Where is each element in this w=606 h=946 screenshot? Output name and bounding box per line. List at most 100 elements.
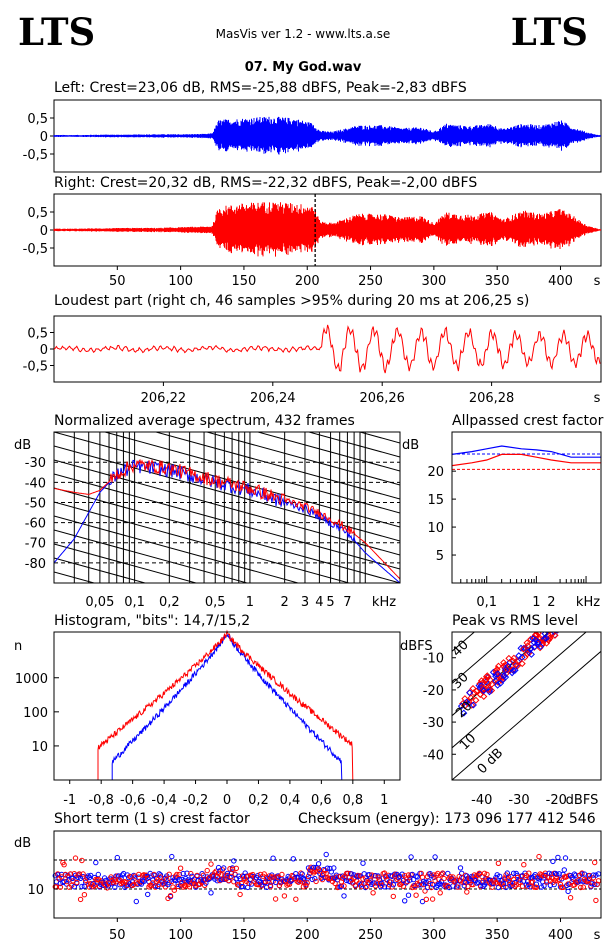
short-term-point [114, 854, 121, 861]
short-term-point [227, 866, 233, 872]
short-term-point [533, 884, 540, 890]
short-term-point [233, 865, 240, 871]
peak-rms-point [515, 652, 523, 660]
right-waveform-y-tick-label: -0,5 [23, 242, 48, 257]
short-term-point [58, 871, 65, 878]
peak-rms-point [559, 625, 565, 631]
short-term-point [304, 880, 310, 886]
short-term-point [567, 895, 574, 901]
spectrum-slope-line [54, 250, 400, 345]
spectrum-y-label: dB [14, 438, 31, 453]
histogram-caption: Histogram, "bits": 14,7/15,2 [54, 613, 251, 629]
short-term-point [303, 883, 309, 889]
short-term-point [379, 880, 385, 887]
short-term-point [529, 879, 536, 885]
short-term-point [61, 862, 67, 868]
short-term-point [315, 861, 322, 867]
spectrum-plot-area [54, 250, 400, 709]
short-term-point [81, 892, 88, 898]
peak-rms-point [531, 636, 540, 644]
peak-rms-point [548, 620, 554, 626]
peak-rms-y-tick-label: -40 [423, 748, 444, 763]
short-term-point [91, 882, 98, 888]
histogram-y-tick-label: 10 [31, 740, 48, 755]
short-term-point [441, 875, 447, 882]
spectrum-slope-line [205, 432, 400, 486]
histogram-x-tick-label: 0,2 [248, 793, 269, 808]
spectrum-x-tick-label: 2 [281, 595, 289, 610]
loudest-x-unit: s [594, 391, 601, 406]
short-term-point [279, 871, 285, 878]
short-term-x-tick-label: 350 [485, 928, 510, 943]
right-waveform-x-unit: s [594, 274, 601, 289]
peak-rms-point [560, 615, 566, 621]
spectrum-slope-line [154, 432, 400, 500]
short-term-point [362, 884, 369, 891]
spectrum-x-unit: kHz [372, 595, 396, 610]
short-term-point [584, 878, 590, 885]
spectrum-x-tick-label: 0,1 [124, 595, 145, 610]
peak-rms-point [463, 698, 471, 706]
spectrum-slope-line [54, 614, 400, 709]
short-term-point [152, 884, 159, 890]
short-term-caption: Short term (1 s) crest factor [54, 811, 250, 827]
short-term-point [105, 883, 112, 889]
short-term-point [360, 860, 366, 866]
right-waveform-chart: 0,5 0 -0,5 50 100 150 200 250 300 350 400 s [23, 193, 602, 289]
short-term-point [533, 881, 540, 887]
short-term-point [186, 884, 193, 890]
short-term-point [578, 884, 584, 891]
peak-rms-point [556, 618, 562, 624]
allpass-caption: Allpassed crest factor [452, 413, 604, 429]
short-term-point [512, 883, 518, 889]
short-term-point [208, 861, 214, 867]
short-term-point [156, 871, 162, 877]
short-term-point [593, 872, 599, 878]
short-term-point [145, 891, 151, 898]
loudest-x-tick-label: 206,28 [469, 391, 515, 406]
histogram-x-tick-label: 0 [223, 793, 231, 808]
short-term-point [371, 880, 377, 886]
histogram-series-left [111, 633, 343, 781]
short-term-point [166, 871, 172, 877]
spectrum-y-tick-label: -80 [25, 557, 46, 572]
short-term-point [414, 874, 421, 880]
short-term-point [237, 891, 243, 898]
short-term-point [381, 884, 388, 890]
right-waveform-x-tick-label: 250 [358, 274, 383, 289]
short-term-point [548, 874, 555, 881]
spectrum-slope-line [54, 529, 249, 583]
short-term-point [272, 896, 279, 902]
peak-rms-point [500, 672, 508, 680]
peak-rms-point [494, 662, 503, 670]
short-term-point [593, 897, 599, 904]
peak-rms-point [531, 643, 539, 651]
peak-rms-y-tick-label: -20 [423, 684, 444, 699]
short-term-point [126, 874, 132, 881]
spectrum-slope-line [54, 292, 400, 387]
file-name: 07. My God.wav [244, 60, 362, 75]
spectrum-slope-line [54, 473, 400, 570]
short-term-point [548, 871, 555, 877]
short-term-point [575, 877, 581, 884]
short-term-point [348, 871, 355, 877]
peak-rms-point [482, 675, 490, 683]
short-term-point [493, 879, 499, 885]
peak-rms-point [476, 690, 484, 699]
peak-rms-point [560, 625, 566, 631]
peak-rms-point [549, 624, 555, 630]
peak-rms-point [518, 660, 526, 668]
peak-rms-point [532, 632, 540, 638]
peak-rms-point [544, 625, 550, 631]
loudest-part-chart: 0,50 -0,5 206,22 206,24 206,26 206,28 s [23, 315, 602, 406]
spectrum-y-tick-label: -70 [25, 537, 46, 552]
short-term-point [252, 876, 259, 882]
peak-rms-point [542, 624, 548, 630]
loudest-x-tick-label: 206,22 [141, 391, 187, 406]
short-term-point [71, 884, 78, 890]
short-term-point [486, 880, 493, 886]
short-term-y-tick-label: 10 [27, 883, 44, 898]
short-term-point [408, 854, 414, 860]
right-waveform-x-tick-label: 50 [109, 274, 126, 289]
histogram-x-tick-label: 0,4 [280, 793, 301, 808]
